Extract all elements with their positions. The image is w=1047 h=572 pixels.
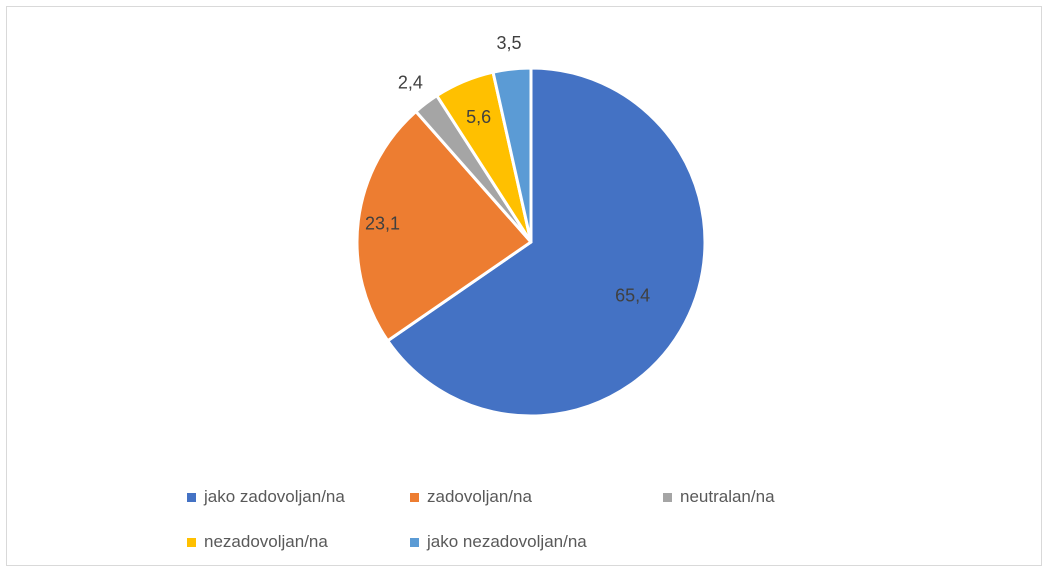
data-label-jako-nezadovoljan-na: 3,5 [497,33,522,53]
legend-label: neutralan/na [680,487,775,506]
legend-label: jako nezadovoljan/na [427,532,587,551]
legend-swatch [663,492,672,502]
legend-swatch [410,492,419,502]
legend-item-jako-zadovoljan-na: jako zadovoljan/na [187,487,345,507]
legend-item-neutralan-na: neutralan/na [663,487,775,507]
pie-slice-jako-zadovoljan-na [386,66,707,418]
pie-slice-zadovoljan-na [355,109,533,343]
legend-label: zadovoljan/na [427,487,532,506]
legend-swatch [410,537,419,547]
data-label-jako-zadovoljan-na: 65,4 [615,285,650,305]
data-label-neutralan-na: 2,4 [398,72,423,92]
data-label-nezadovoljan-na: 5,6 [466,107,491,127]
legend-swatch [187,537,196,547]
legend-swatch [187,492,196,502]
legend-item-zadovoljan-na: zadovoljan/na [410,487,532,507]
data-label-zadovoljan-na: 23,1 [365,214,400,234]
legend-label: nezadovoljan/na [204,532,328,551]
legend-item-nezadovoljan-na: nezadovoljan/na [187,532,328,552]
legend-label: jako zadovoljan/na [204,487,345,506]
legend-item-jako-nezadovoljan-na: jako nezadovoljan/na [410,532,587,552]
pie-slice-jako-nezadovoljan-na [491,66,533,244]
